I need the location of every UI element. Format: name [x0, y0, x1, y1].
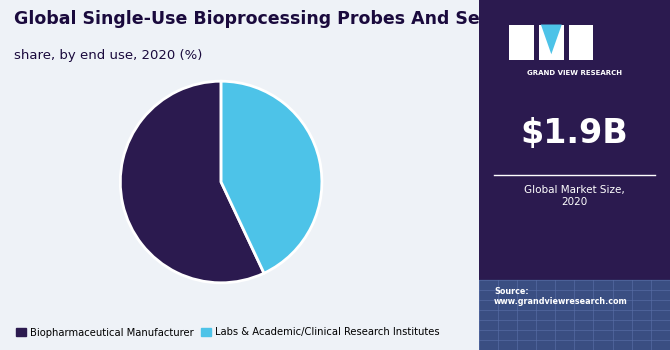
Wedge shape — [221, 81, 322, 273]
Text: GRAND VIEW RESEARCH: GRAND VIEW RESEARCH — [527, 70, 622, 76]
Text: share, by end use, 2020 (%): share, by end use, 2020 (%) — [14, 49, 203, 62]
Text: Global Single-Use Bioprocessing Probes And Sensors Market: Global Single-Use Bioprocessing Probes A… — [14, 10, 608, 28]
Bar — [569, 25, 594, 60]
Bar — [509, 25, 534, 60]
Text: Global Market Size,
2020: Global Market Size, 2020 — [524, 186, 624, 207]
Text: Source:
www.grandviewresearch.com: Source: www.grandviewresearch.com — [494, 287, 628, 306]
Wedge shape — [121, 81, 264, 283]
Bar — [539, 25, 563, 60]
Text: $1.9B: $1.9B — [521, 117, 628, 149]
Polygon shape — [541, 25, 561, 54]
Legend: Biopharmaceutical Manufacturer, Labs & Academic/Clinical Research Institutes: Biopharmaceutical Manufacturer, Labs & A… — [11, 323, 444, 342]
Bar — [478, 280, 670, 350]
